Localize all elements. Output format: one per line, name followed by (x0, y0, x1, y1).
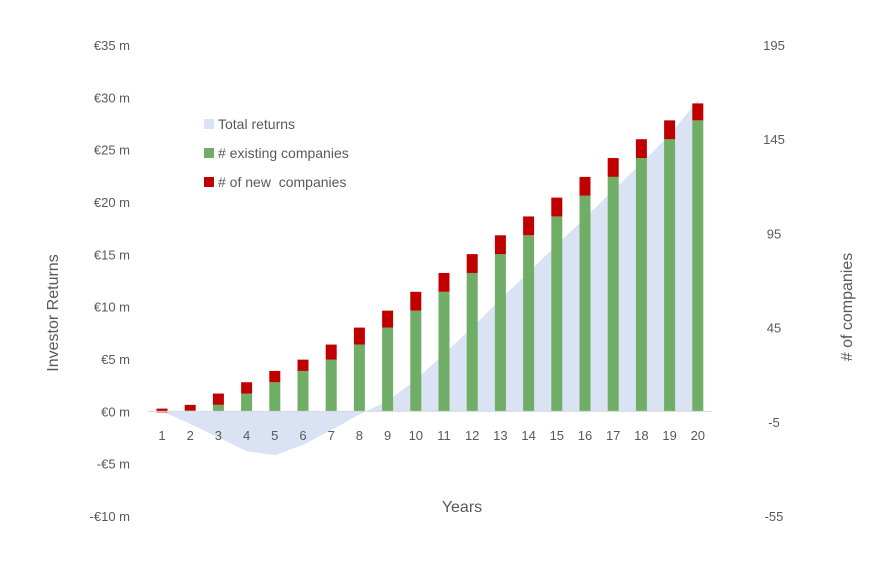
left-tick-label: €5 m (101, 352, 130, 367)
bar-existing-companies (325, 359, 337, 412)
bar-existing-companies (269, 382, 281, 412)
right-tick-label: 145 (763, 132, 785, 147)
area-total-returns (162, 100, 698, 456)
right-tick-label: 95 (767, 226, 781, 241)
bar-new-companies (325, 344, 337, 360)
bar-new-companies (494, 235, 506, 255)
x-tick-label: 11 (437, 428, 451, 443)
left-tick-label: €20 m (94, 195, 130, 210)
bar-new-companies (664, 120, 676, 140)
bar-new-companies (269, 370, 281, 383)
right-tick-label: 195 (763, 38, 785, 53)
bar-new-companies (353, 327, 365, 345)
x-tick-label: 9 (384, 428, 391, 443)
right-tick-label: -55 (765, 509, 784, 524)
bar-existing-companies (353, 344, 365, 412)
bar-existing-companies (494, 254, 506, 412)
left-axis-title: Investor Returns (45, 254, 62, 371)
legend-swatch-new-companies (204, 177, 214, 187)
left-tick-label: €15 m (94, 247, 130, 262)
bar-new-companies (692, 103, 704, 121)
bar-existing-companies (551, 216, 563, 412)
x-tick-label: 7 (328, 428, 335, 443)
left-tick-label: €25 m (94, 143, 130, 158)
bar-new-companies (382, 310, 394, 328)
bar-existing-companies (635, 158, 647, 412)
x-tick-label: 8 (356, 428, 363, 443)
bar-new-companies (438, 272, 450, 292)
left-tick-label: €35 m (94, 38, 130, 53)
bar-new-companies (184, 404, 196, 411)
x-tick-label: 2 (187, 428, 194, 443)
x-tick-label: 18 (634, 428, 648, 443)
bar-new-companies (241, 382, 253, 394)
bar-existing-companies (241, 393, 253, 412)
right-axis-title: # of companies (839, 253, 856, 362)
bar-new-companies (297, 359, 309, 371)
legend: Total returns # existing companies # of … (204, 116, 349, 190)
x-axis-title: Years (442, 499, 482, 516)
bar-existing-companies (212, 404, 224, 412)
bar-new-companies (635, 139, 647, 159)
bar-existing-companies (410, 310, 422, 412)
x-tick-label: 16 (578, 428, 592, 443)
bar-layer (156, 103, 704, 413)
bar-existing-companies (579, 195, 591, 412)
right-tick-label: -5 (768, 415, 780, 430)
bar-existing-companies (297, 370, 309, 412)
bar-new-companies (523, 216, 535, 236)
x-tick-label: 12 (465, 428, 479, 443)
bar-new-companies (410, 291, 422, 311)
legend-label-new-companies: # of new companies (218, 174, 346, 190)
bar-existing-companies (664, 139, 676, 412)
x-tick-label: 5 (271, 428, 278, 443)
bar-new-companies (156, 408, 168, 413)
x-tick-label: 13 (493, 428, 507, 443)
x-tick-label: 14 (521, 428, 535, 443)
x-tick-label: 4 (243, 428, 250, 443)
right-tick-label: 45 (767, 321, 781, 336)
bar-existing-companies (607, 176, 619, 412)
bar-existing-companies (466, 272, 478, 412)
x-tick-label: 3 (215, 428, 222, 443)
legend-label-existing-companies: # existing companies (218, 145, 349, 161)
area-layer (162, 100, 698, 456)
x-tick-label: 20 (691, 428, 705, 443)
bar-new-companies (607, 158, 619, 177)
x-tick-label: 17 (606, 428, 620, 443)
x-tick-label: 6 (299, 428, 306, 443)
right-axis-ticks: -55 -5 45 95 145 195 (763, 38, 785, 524)
bar-existing-companies (438, 291, 450, 412)
x-tick-label: 1 (158, 428, 165, 443)
legend-label-total-returns: Total returns (218, 116, 295, 132)
left-tick-label: €10 m (94, 300, 130, 315)
bar-new-companies (551, 197, 563, 217)
left-tick-label: -€5 m (97, 457, 130, 472)
bar-existing-companies (523, 235, 535, 412)
x-tick-label: 10 (409, 428, 423, 443)
bar-existing-companies (692, 120, 704, 412)
bar-existing-companies (382, 327, 394, 412)
left-tick-label: €0 m (101, 404, 130, 419)
legend-swatch-total-returns (204, 119, 214, 129)
left-axis-ticks: -€10 m -€5 m €0 m €5 m €10 m €15 m €20 m €25 m €… (90, 38, 130, 524)
x-tick-label: 19 (662, 428, 676, 443)
left-tick-label: -€10 m (90, 509, 130, 524)
bar-new-companies (466, 254, 478, 273)
legend-swatch-existing-companies (204, 148, 214, 158)
bar-new-companies (212, 393, 224, 405)
x-tick-label: 15 (550, 428, 564, 443)
bar-new-companies (579, 176, 591, 196)
left-tick-label: €30 m (94, 90, 130, 105)
x-axis-ticks: 1 2 3 4 5 6 7 8 9 10 11 12 13 14 15 16 17 18 19 20 (158, 428, 705, 443)
